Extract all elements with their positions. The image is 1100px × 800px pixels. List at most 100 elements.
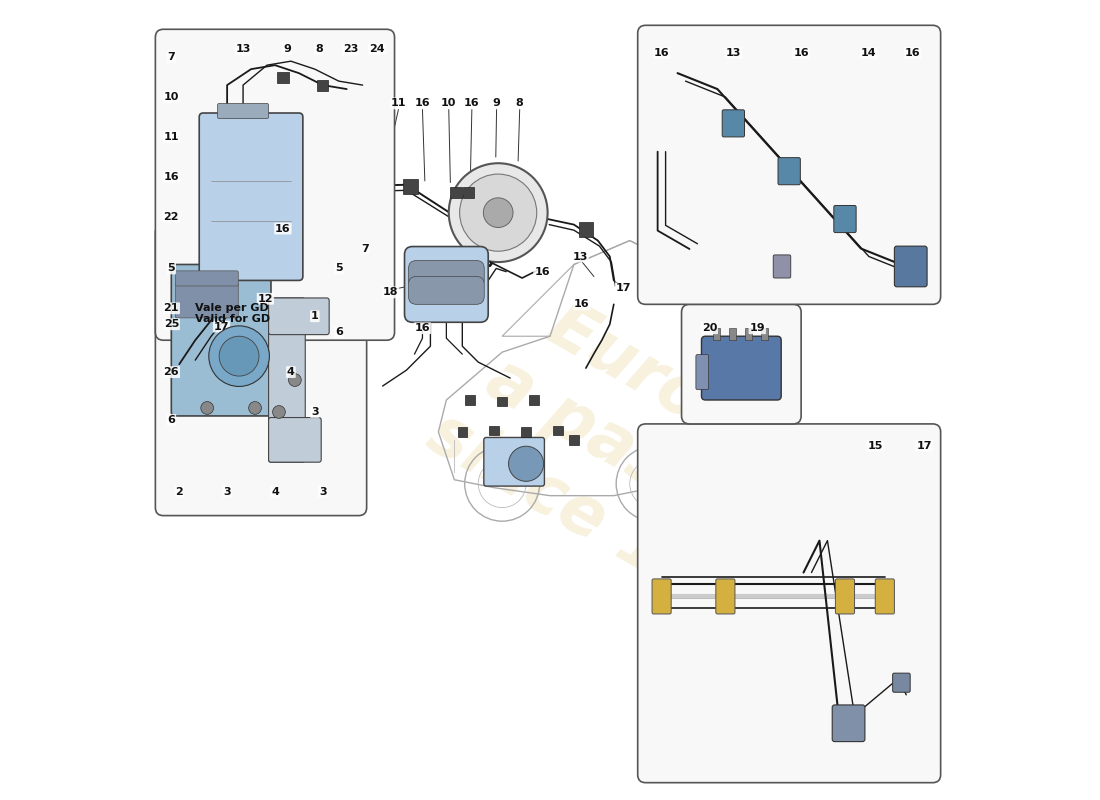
FancyBboxPatch shape	[268, 298, 306, 462]
Text: 14: 14	[861, 48, 877, 58]
FancyBboxPatch shape	[484, 438, 544, 486]
Circle shape	[483, 198, 513, 227]
FancyBboxPatch shape	[172, 265, 271, 416]
Text: 3: 3	[311, 407, 319, 417]
Text: 16: 16	[653, 48, 670, 58]
FancyBboxPatch shape	[463, 187, 474, 198]
Text: 1: 1	[311, 311, 319, 322]
FancyBboxPatch shape	[405, 246, 488, 322]
Text: 21: 21	[164, 303, 179, 314]
FancyBboxPatch shape	[199, 113, 302, 281]
Text: 11: 11	[390, 98, 406, 109]
Text: 5: 5	[167, 263, 175, 274]
Bar	[729, 328, 736, 340]
FancyBboxPatch shape	[175, 271, 239, 286]
Text: 10: 10	[164, 92, 179, 102]
FancyBboxPatch shape	[682, 304, 801, 424]
FancyBboxPatch shape	[155, 30, 395, 340]
Text: 3: 3	[319, 486, 327, 497]
Text: 16: 16	[275, 223, 290, 234]
FancyBboxPatch shape	[833, 705, 865, 742]
FancyBboxPatch shape	[268, 418, 321, 462]
FancyBboxPatch shape	[232, 242, 243, 253]
Circle shape	[288, 374, 301, 386]
Text: 2: 2	[175, 486, 184, 497]
Text: 17: 17	[616, 283, 631, 294]
FancyBboxPatch shape	[268, 298, 329, 334]
FancyBboxPatch shape	[521, 427, 531, 437]
FancyBboxPatch shape	[778, 158, 801, 185]
FancyBboxPatch shape	[490, 426, 499, 435]
Text: 16: 16	[415, 323, 430, 334]
FancyBboxPatch shape	[569, 435, 579, 445]
FancyBboxPatch shape	[696, 354, 708, 390]
FancyBboxPatch shape	[465, 395, 475, 405]
Text: 20: 20	[702, 323, 717, 334]
FancyBboxPatch shape	[450, 187, 462, 198]
FancyBboxPatch shape	[835, 579, 855, 614]
Text: 3: 3	[223, 486, 231, 497]
Bar	[761, 328, 768, 340]
Text: Europes
a passion
since 1985: Europes a passion since 1985	[416, 268, 874, 659]
FancyBboxPatch shape	[579, 222, 593, 237]
Text: 7: 7	[361, 243, 368, 254]
Circle shape	[273, 406, 285, 418]
FancyBboxPatch shape	[497, 397, 507, 406]
FancyBboxPatch shape	[773, 255, 791, 278]
FancyBboxPatch shape	[218, 103, 268, 118]
FancyBboxPatch shape	[652, 579, 671, 614]
FancyBboxPatch shape	[408, 261, 484, 288]
FancyBboxPatch shape	[232, 297, 243, 308]
Text: 22: 22	[164, 212, 179, 222]
Text: 11: 11	[164, 132, 179, 142]
FancyBboxPatch shape	[892, 673, 910, 692]
FancyBboxPatch shape	[834, 206, 856, 233]
FancyBboxPatch shape	[716, 579, 735, 614]
FancyBboxPatch shape	[274, 206, 285, 218]
Text: 12: 12	[257, 294, 273, 304]
FancyBboxPatch shape	[155, 225, 366, 515]
Text: 15: 15	[868, 441, 883, 450]
Text: 25: 25	[164, 319, 179, 330]
Text: 18: 18	[383, 287, 398, 298]
Bar	[746, 328, 751, 340]
Text: 6: 6	[167, 415, 175, 425]
FancyBboxPatch shape	[232, 270, 243, 281]
Text: 13: 13	[235, 44, 251, 54]
Text: 8: 8	[315, 44, 322, 54]
Text: 9: 9	[283, 44, 290, 54]
Text: 16: 16	[905, 48, 921, 58]
Text: 8: 8	[516, 98, 524, 109]
FancyBboxPatch shape	[408, 277, 484, 304]
FancyBboxPatch shape	[553, 426, 563, 435]
FancyBboxPatch shape	[277, 71, 288, 82]
Bar	[714, 328, 719, 340]
FancyBboxPatch shape	[317, 79, 329, 90]
Circle shape	[508, 446, 543, 482]
FancyBboxPatch shape	[262, 206, 273, 218]
FancyBboxPatch shape	[894, 246, 927, 286]
Text: 19: 19	[749, 323, 766, 334]
Text: 10: 10	[441, 98, 456, 109]
Circle shape	[449, 163, 548, 262]
Text: 4: 4	[271, 486, 279, 497]
Circle shape	[460, 174, 537, 251]
Text: 16: 16	[415, 98, 430, 109]
Text: 26: 26	[164, 367, 179, 377]
Text: 16: 16	[464, 98, 480, 109]
FancyBboxPatch shape	[723, 110, 745, 137]
FancyBboxPatch shape	[404, 179, 418, 194]
FancyBboxPatch shape	[529, 395, 539, 405]
Text: 13: 13	[726, 48, 741, 58]
FancyBboxPatch shape	[702, 336, 781, 400]
Text: 4: 4	[287, 367, 295, 377]
Text: 17: 17	[213, 322, 229, 332]
FancyBboxPatch shape	[638, 424, 940, 782]
Text: Vale per GD
Valid for GD: Vale per GD Valid for GD	[195, 302, 271, 324]
Text: 23: 23	[343, 44, 359, 54]
FancyBboxPatch shape	[876, 579, 894, 614]
Text: 24: 24	[370, 44, 385, 54]
Text: 16: 16	[535, 267, 550, 278]
FancyBboxPatch shape	[355, 181, 370, 195]
Text: 7: 7	[167, 52, 175, 62]
